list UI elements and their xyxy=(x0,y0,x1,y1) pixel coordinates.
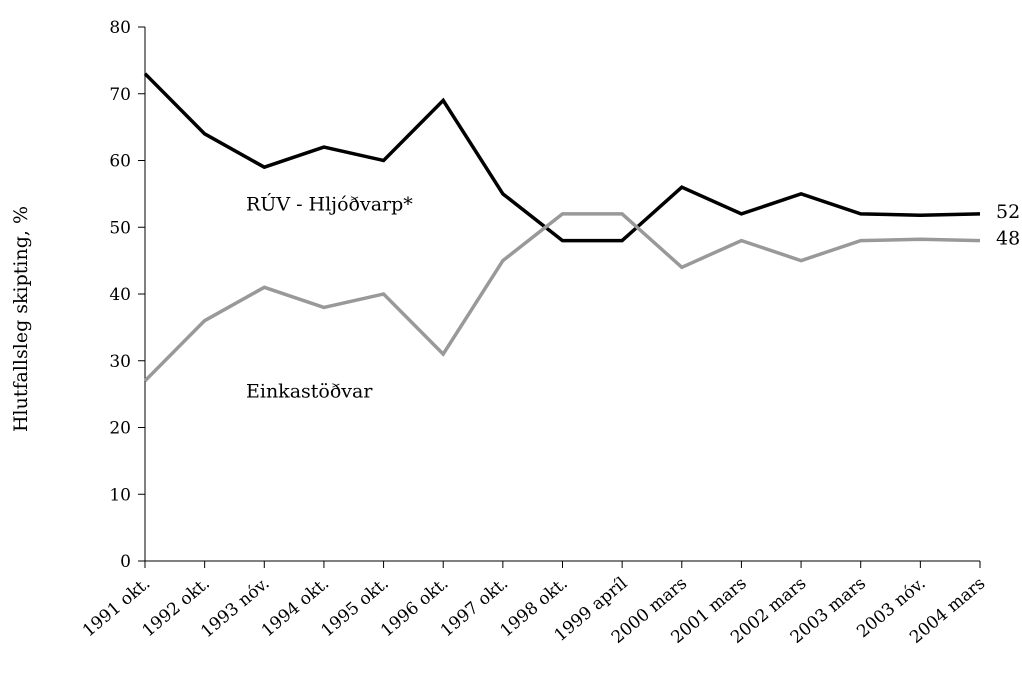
y-axis-title: Hlutfallsleg skipting, % xyxy=(10,206,32,432)
y-tick-label: 80 xyxy=(109,18,131,38)
y-tick-label: 40 xyxy=(109,285,131,305)
y-ticks: 0 10 20 30 40 50 60 70 80 xyxy=(109,18,145,572)
series-line-ruv xyxy=(143,72,981,243)
series-label-ruv: RÚV - Hljóðvarp* xyxy=(246,193,413,216)
series-line-einkastodvar xyxy=(143,212,981,383)
x-ticks: 1991 okt.1992 okt.1993 nóv.1994 okt.1995… xyxy=(79,561,989,648)
y-tick-label: 20 xyxy=(109,419,131,439)
axes xyxy=(144,27,980,562)
y-tick-label: 10 xyxy=(109,485,131,505)
y-tick-label: 50 xyxy=(109,218,131,238)
y-tick-label: 30 xyxy=(109,352,131,372)
series-labels: RÚV - Hljóðvarp* Einkastöðvar 52 48 xyxy=(246,193,1020,403)
series-lines xyxy=(143,72,981,383)
y-tick-label: 70 xyxy=(109,85,131,105)
series-label-einkastodvar: Einkastöðvar xyxy=(246,380,373,402)
y-tick-label: 60 xyxy=(109,152,131,172)
y-tick-label: 0 xyxy=(120,552,131,572)
end-label-ruv: 52 xyxy=(996,201,1020,223)
end-label-einkastodvar: 48 xyxy=(996,228,1020,250)
